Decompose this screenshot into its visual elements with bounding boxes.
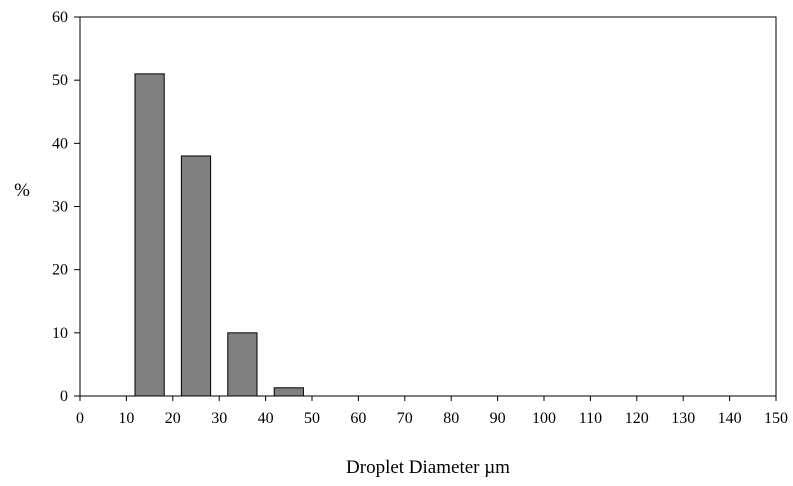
bar-20-30 — [180, 155, 212, 397]
x-tick-label: 120 — [625, 410, 649, 427]
x-tick-label: 100 — [532, 410, 556, 427]
x-tick-label: 110 — [579, 410, 602, 427]
x-tick-label: 10 — [118, 410, 134, 427]
y-tick-label: 40 — [52, 135, 68, 152]
x-tick-label: 140 — [718, 410, 742, 427]
y-tick-label: 0 — [60, 388, 68, 405]
bar-40-50 — [273, 387, 304, 397]
x-tick-label: 60 — [350, 410, 366, 427]
x-tick-label: 20 — [165, 410, 181, 427]
bars — [134, 73, 304, 397]
x-tick-label: 50 — [304, 410, 320, 427]
y-tick-label: 30 — [52, 199, 68, 216]
y-tick-label: 20 — [52, 262, 68, 279]
x-axis-ticks: 0 10 20 30 40 50 60 70 80 90 100 110 120 130 140 150 — [76, 396, 788, 427]
x-tick-label: 30 — [211, 410, 227, 427]
x-axis-title: Droplet Diameter µm — [346, 457, 510, 478]
x-tick-label: 90 — [490, 410, 506, 427]
y-tick-label: 10 — [52, 325, 68, 342]
x-tick-label: 80 — [443, 410, 459, 427]
y-axis-ticks: 0 10 20 30 40 50 60 — [52, 9, 80, 405]
x-tick-label: 0 — [76, 410, 84, 427]
y-axis-title: % — [14, 180, 30, 201]
x-tick-label: 150 — [764, 410, 788, 427]
x-tick-label: 70 — [397, 410, 413, 427]
x-tick-label: 40 — [258, 410, 274, 427]
bar-30-40 — [227, 332, 258, 397]
y-tick-label: 50 — [52, 72, 68, 89]
x-tick-label: 130 — [671, 410, 695, 427]
y-tick-label: 60 — [52, 9, 68, 26]
bar-10-20 — [134, 73, 165, 397]
